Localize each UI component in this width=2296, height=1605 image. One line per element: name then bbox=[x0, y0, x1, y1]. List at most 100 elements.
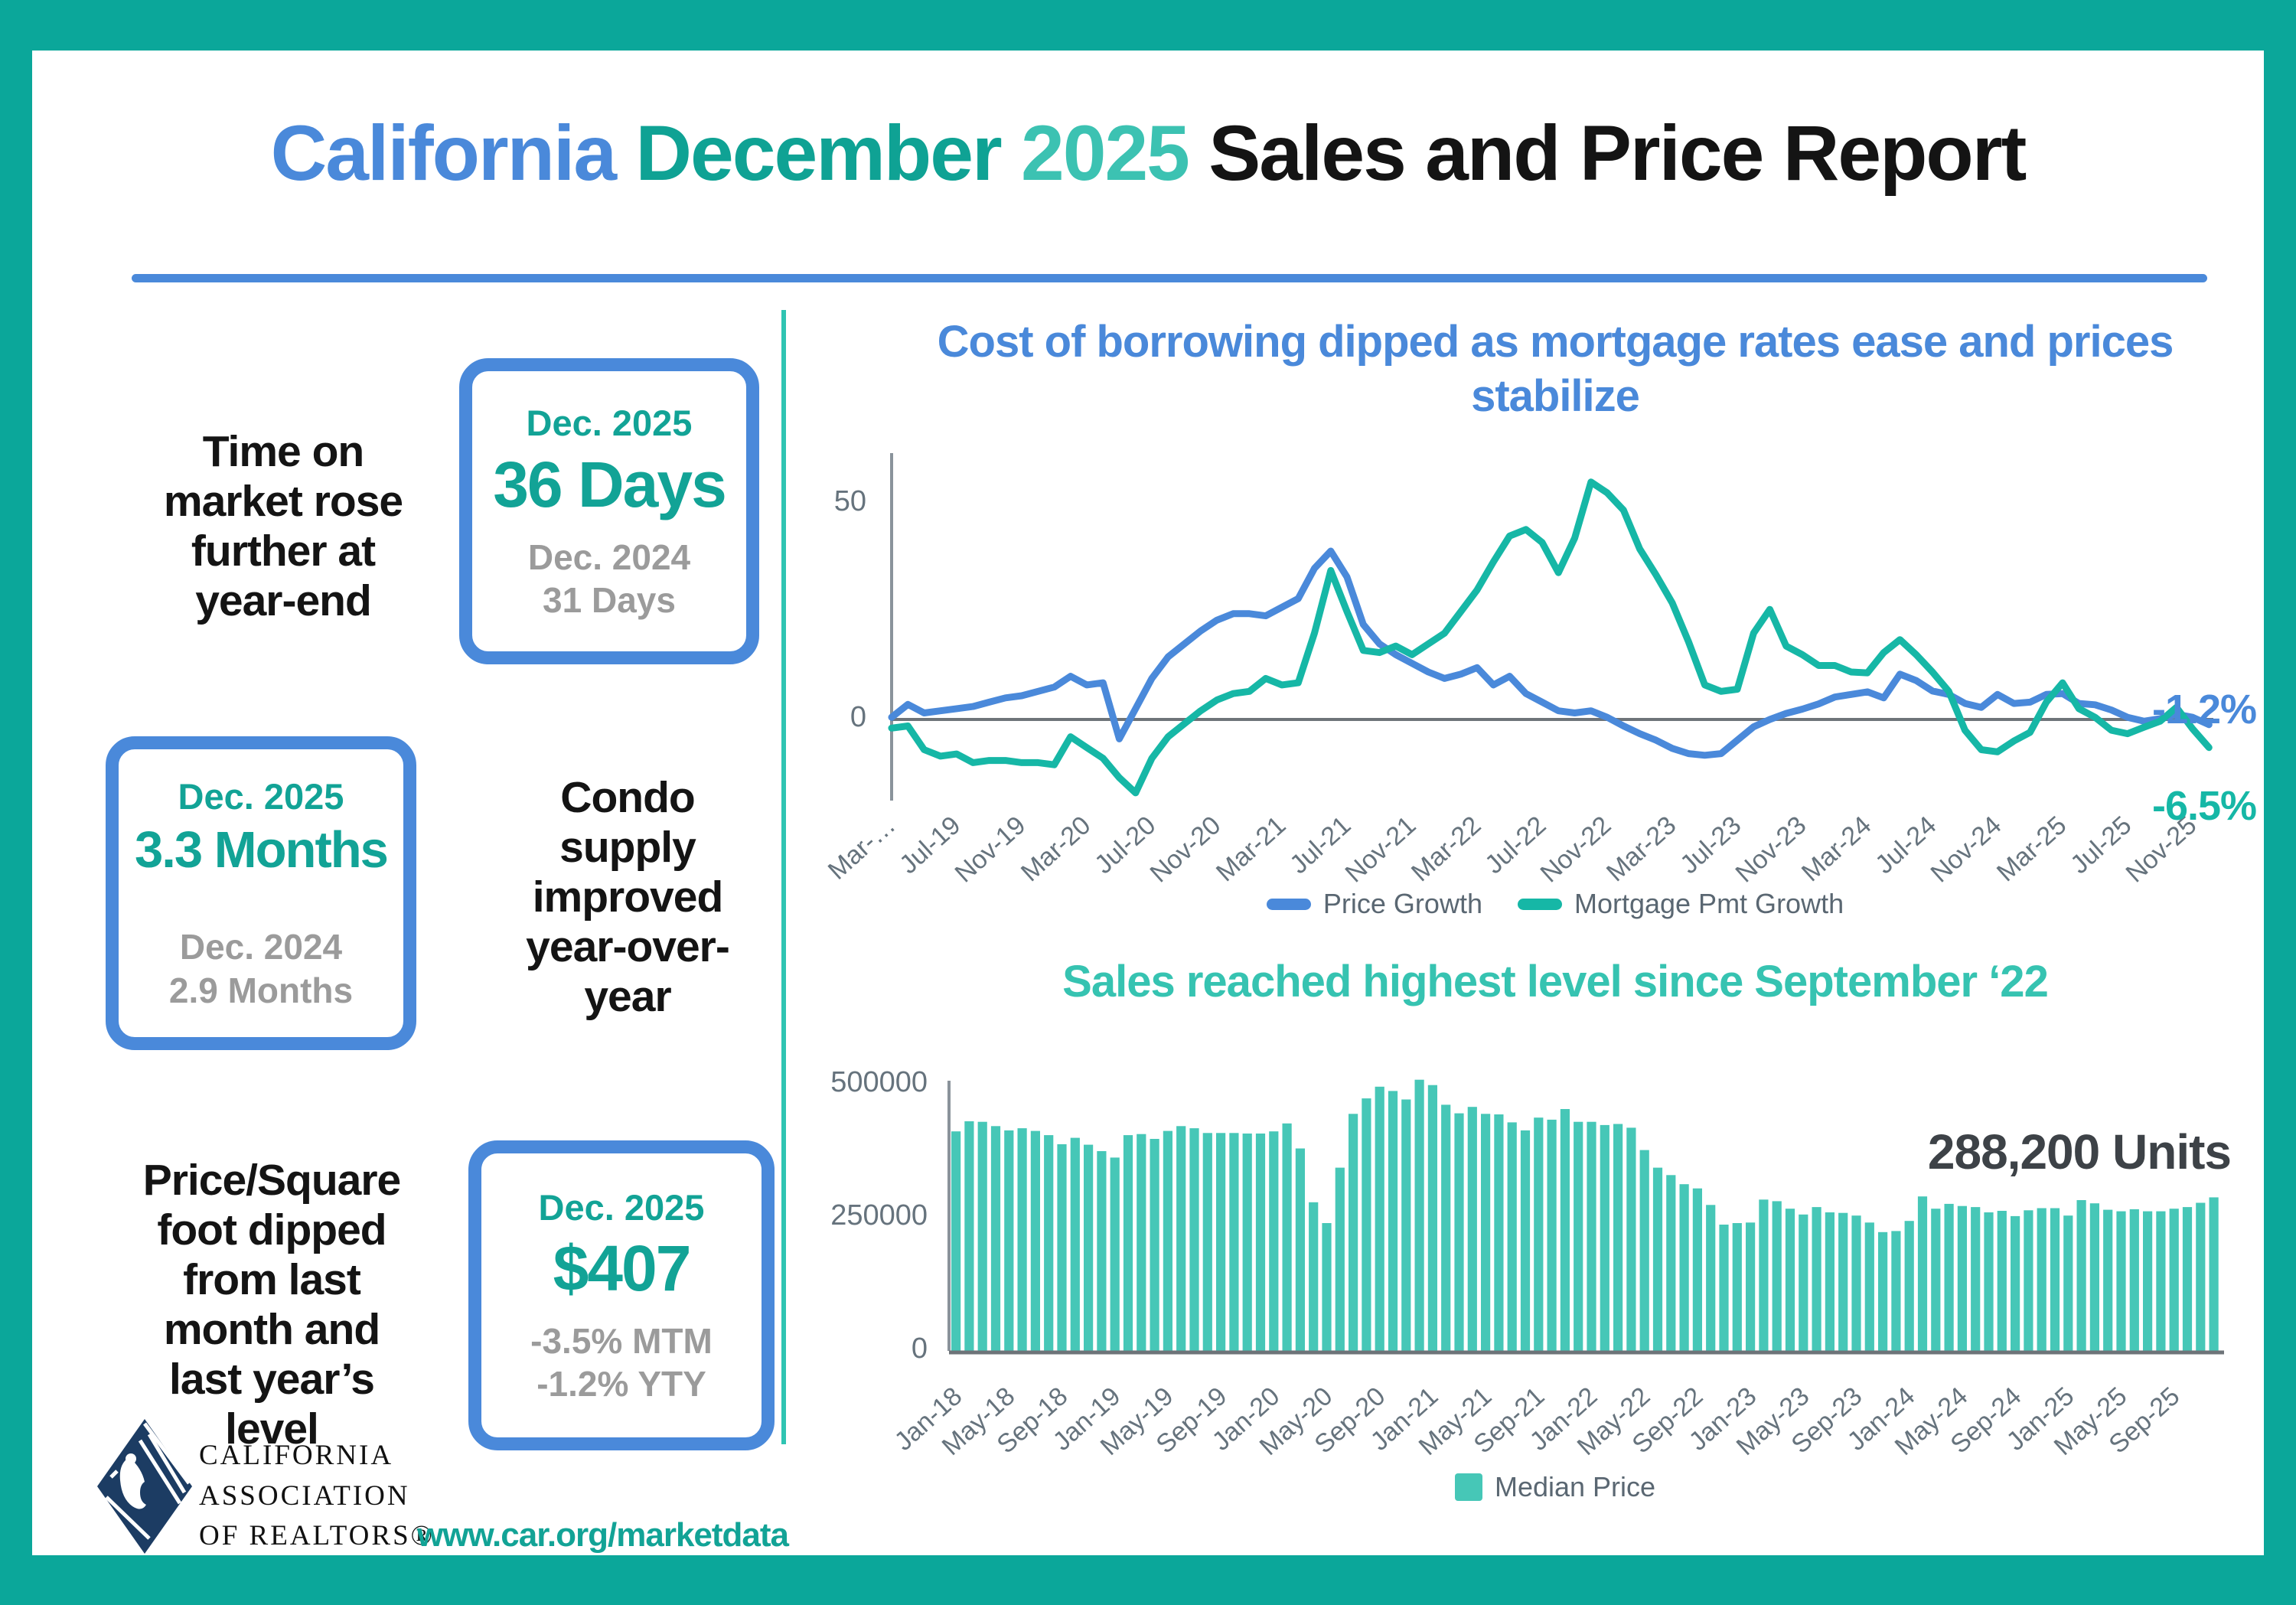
line-chart bbox=[888, 453, 2213, 801]
stat-value: $407 bbox=[553, 1232, 692, 1305]
bar-month-49 bbox=[1600, 1124, 1609, 1351]
bar-month-14 bbox=[1137, 1134, 1146, 1351]
bar-month-75 bbox=[1944, 1203, 1954, 1351]
stat-box-time-on-market: Dec. 2025 36 Days Dec. 2024 31 Days bbox=[459, 358, 759, 664]
stat-label-price-sqft: Price/Square foot dipped from last month… bbox=[142, 1156, 402, 1453]
bar-month-13 bbox=[1123, 1135, 1133, 1351]
bar-month-90 bbox=[2143, 1211, 2153, 1351]
bar-month-89 bbox=[2129, 1209, 2139, 1351]
bar-month-9 bbox=[1070, 1137, 1080, 1351]
bar-month-19 bbox=[1202, 1133, 1212, 1351]
bar-month-65 bbox=[1812, 1207, 1821, 1351]
price-growth-end-label: -1.2% bbox=[2152, 687, 2257, 732]
bar-month-43 bbox=[1520, 1130, 1531, 1351]
title-month: December bbox=[635, 109, 1002, 197]
bar-month-12 bbox=[1110, 1157, 1120, 1351]
bar-month-29 bbox=[1335, 1167, 1345, 1351]
bar-month-93 bbox=[2182, 1207, 2193, 1351]
bar-month-61 bbox=[1759, 1199, 1769, 1351]
bar-month-24 bbox=[1269, 1131, 1279, 1351]
bar-month-35 bbox=[1414, 1079, 1424, 1351]
bar-month-4 bbox=[1004, 1130, 1014, 1351]
bar-month-72 bbox=[1904, 1221, 1914, 1351]
bar-month-69 bbox=[1864, 1222, 1874, 1351]
bar-month-2 bbox=[977, 1121, 987, 1351]
stat-period: Dec. 2025 bbox=[178, 776, 344, 817]
price-growth-swatch-icon bbox=[1266, 898, 1311, 910]
legend-label: Price Growth bbox=[1322, 888, 1482, 919]
bar-month-48 bbox=[1587, 1121, 1596, 1351]
bar-month-3 bbox=[990, 1126, 1001, 1351]
bar-month-95 bbox=[2209, 1197, 2219, 1351]
bar-month-60 bbox=[1746, 1222, 1756, 1351]
stat-value: 36 Days bbox=[493, 448, 727, 520]
bar-month-16 bbox=[1163, 1130, 1172, 1351]
bar-month-66 bbox=[1825, 1212, 1835, 1351]
legend-label: Median Price bbox=[1494, 1471, 1656, 1502]
car-logo-text: CALIFORNIA ASSOCIATION OF REALTORS® bbox=[199, 1440, 435, 1552]
bar-month-46 bbox=[1560, 1109, 1570, 1351]
bar-month-83 bbox=[2050, 1208, 2060, 1351]
bar-month-53 bbox=[1652, 1167, 1663, 1351]
content-card: California December 2025 Sales and Price… bbox=[32, 51, 2264, 1555]
line-series-1 bbox=[888, 478, 2213, 797]
legend-label: Mortgage Pmt Growth bbox=[1574, 888, 1844, 919]
bar-month-92 bbox=[2169, 1209, 2179, 1351]
bar-month-40 bbox=[1481, 1114, 1491, 1351]
bar-month-18 bbox=[1189, 1128, 1199, 1351]
bar-month-1 bbox=[964, 1121, 974, 1351]
bar-month-74 bbox=[1931, 1209, 1941, 1351]
bar-month-33 bbox=[1388, 1091, 1398, 1351]
bar-month-70 bbox=[1878, 1231, 1888, 1351]
stat-value: 3.3 Months bbox=[135, 821, 389, 879]
title-year: 2025 bbox=[1021, 109, 1190, 197]
bar-month-91 bbox=[2156, 1211, 2166, 1351]
bar-month-15 bbox=[1150, 1139, 1159, 1351]
website-link[interactable]: www.car.org/marketdata bbox=[417, 1516, 789, 1554]
title-california: California bbox=[270, 109, 617, 197]
bar-month-50 bbox=[1613, 1124, 1623, 1351]
bar-month-82 bbox=[2037, 1208, 2047, 1351]
y-tick-label: 0 bbox=[850, 701, 866, 733]
bar-month-77 bbox=[1971, 1207, 1981, 1351]
bar-month-84 bbox=[2063, 1215, 2073, 1351]
bar-month-20 bbox=[1216, 1133, 1226, 1351]
bar-month-81 bbox=[2024, 1210, 2033, 1351]
bar-month-37 bbox=[1441, 1104, 1451, 1351]
y-tick-label: 0 bbox=[911, 1333, 928, 1365]
line-chart-title: Cost of borrowing dipped as mortgage rat… bbox=[937, 317, 2174, 421]
bar-month-38 bbox=[1454, 1113, 1464, 1351]
bar-month-27 bbox=[1309, 1202, 1319, 1351]
page-title: California December 2025 Sales and Price… bbox=[32, 109, 2264, 198]
bar-month-31 bbox=[1362, 1098, 1371, 1351]
line-series-0 bbox=[888, 547, 2213, 759]
bar-month-87 bbox=[2103, 1209, 2113, 1351]
bar-month-54 bbox=[1666, 1175, 1676, 1351]
stat-prev: Dec. 2024 31 Days bbox=[527, 537, 691, 620]
y-tick-label: 500000 bbox=[830, 1066, 928, 1098]
bar-month-41 bbox=[1494, 1114, 1504, 1351]
bar-chart bbox=[947, 1079, 2224, 1355]
bar-month-44 bbox=[1534, 1117, 1544, 1351]
bar-month-39 bbox=[1467, 1107, 1477, 1351]
bar-month-94 bbox=[2196, 1202, 2206, 1351]
bar-month-6 bbox=[1030, 1130, 1040, 1351]
bar-month-76 bbox=[1957, 1205, 1967, 1351]
stat-label-time-on-market: Time on market rose further at year-end bbox=[163, 427, 403, 625]
stat-box-price-sqft: Dec. 2025 $407 -3.5% MTM -1.2% YTY bbox=[468, 1140, 775, 1450]
bar-month-78 bbox=[1984, 1212, 1994, 1351]
y-tick-label: 50 bbox=[833, 485, 866, 517]
bar-month-34 bbox=[1401, 1099, 1411, 1351]
stat-prev: -3.5% MTM -1.2% YTY bbox=[530, 1321, 713, 1404]
bar-month-32 bbox=[1375, 1086, 1384, 1351]
bar-chart-title: Sales reached highest level since Septem… bbox=[1062, 957, 2049, 1006]
stat-period: Dec. 2025 bbox=[526, 403, 693, 444]
stat-period: Dec. 2025 bbox=[538, 1186, 705, 1228]
bar-month-88 bbox=[2116, 1211, 2126, 1351]
units-annotation: 288,200 Units bbox=[1927, 1124, 2232, 1179]
bar-month-11 bbox=[1097, 1151, 1107, 1351]
line-chart-legend: Price Growth Mortgage Pmt Growth bbox=[882, 888, 2229, 920]
bar-month-51 bbox=[1626, 1127, 1636, 1351]
bar-month-23 bbox=[1255, 1134, 1266, 1351]
